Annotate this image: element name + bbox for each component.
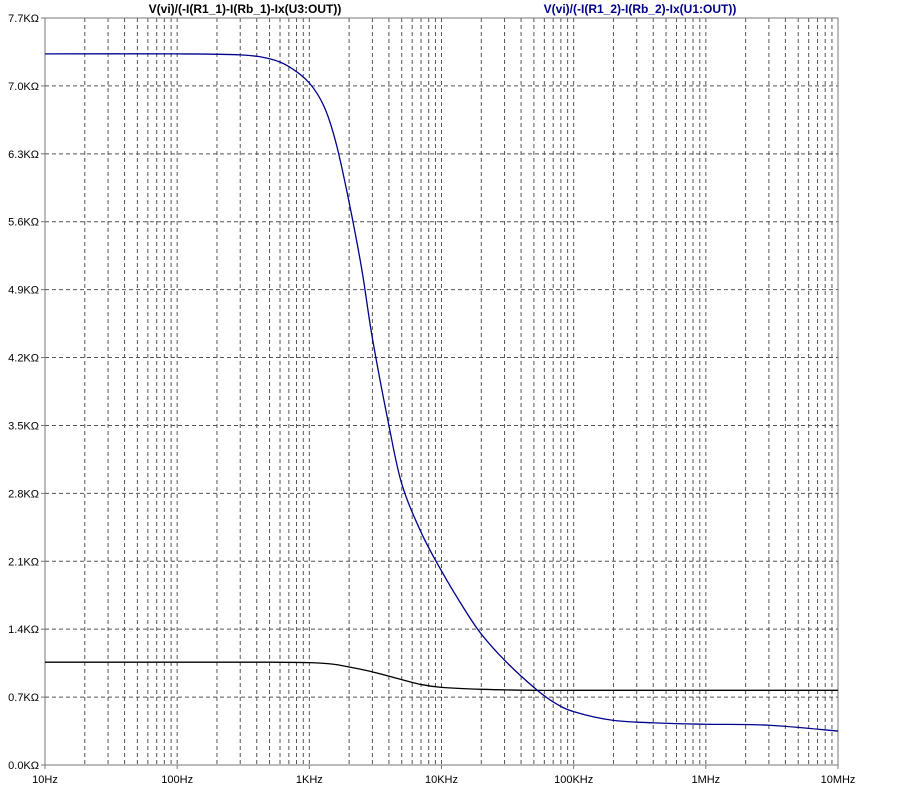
y-tick-label: 2.8KΩ <box>8 488 39 500</box>
y-tick-label: 7.0KΩ <box>8 81 39 93</box>
y-tick-label: 5.6KΩ <box>8 217 39 229</box>
grid <box>45 18 838 765</box>
y-tick-label: 3.5KΩ <box>8 420 39 432</box>
y-axis-ticks: 0.0KΩ 0.7KΩ 1.4KΩ 2.1KΩ 2.8KΩ 3.5KΩ 4.2KΩ 4.9KΩ… <box>8 13 45 772</box>
x-axis-ticks: 10Hz 100Hz 1KHz 10KHz 100KHz 1MHz 10MHz <box>32 765 855 786</box>
series-1-legend: V(vi)/(-I(R1_2)-I(Rb_2)-Ix(U1:OUT)) <box>544 2 737 16</box>
x-tick-label: 100Hz <box>161 774 193 786</box>
y-tick-label: 0.0KΩ <box>8 760 39 772</box>
y-tick-label: 2.1KΩ <box>8 556 39 568</box>
y-tick-label: 0.7KΩ <box>8 692 39 704</box>
series-layer <box>44 53 839 732</box>
series-0-line <box>45 661 838 692</box>
x-tick-label: 1MHz <box>691 774 720 786</box>
x-tick-label: 10KHz <box>425 774 458 786</box>
x-tick-label: 10Hz <box>32 774 58 786</box>
y-tick-label: 7.7KΩ <box>8 13 39 25</box>
y-tick-label: 1.4KΩ <box>8 624 39 636</box>
x-tick-label: 100KHz <box>554 774 593 786</box>
series-1-line <box>44 53 839 732</box>
series-0-legend: V(vi)/(-I(R1_1)-I(Rb_1)-Ix(U3:OUT)) <box>149 2 342 16</box>
x-tick-label: 10MHz <box>821 774 856 786</box>
y-tick-label: 6.3KΩ <box>8 149 39 161</box>
y-tick-label: 4.9KΩ <box>8 285 39 297</box>
x-tick-label: 1KHz <box>296 774 323 786</box>
y-tick-label: 4.2KΩ <box>8 353 39 365</box>
